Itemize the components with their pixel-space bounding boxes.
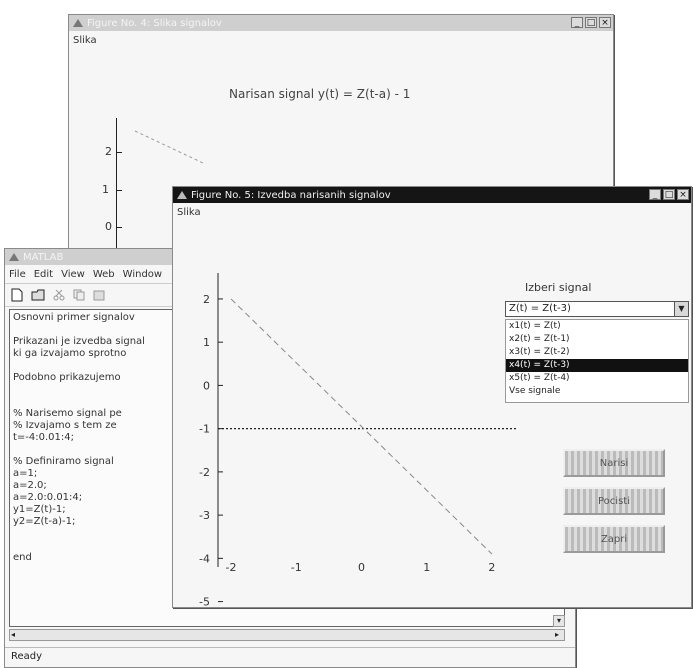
menu-window[interactable]: Window — [122, 268, 163, 280]
maximize-button[interactable]: □ — [663, 189, 675, 200]
figure4-ytick-label: 0 — [105, 220, 112, 233]
draw-button-label: Narisi — [599, 457, 629, 469]
matlab-menubar: File Edit View Web Window — [5, 267, 575, 281]
figure5-titlebar[interactable]: Figure No. 5: Izvedba narisanih signalov… — [173, 187, 691, 203]
figure4-ytick — [116, 190, 122, 191]
matlab-icon — [73, 19, 83, 27]
command-line: y1=Z(t)-1; — [13, 504, 66, 515]
matlab-icon — [177, 191, 187, 199]
figure4-title: Figure No. 4: Slika signalov — [87, 17, 222, 29]
figure5-menubar: Slika — [173, 205, 691, 219]
cut-icon[interactable] — [53, 289, 65, 301]
menu-slika[interactable]: Slika — [177, 206, 201, 218]
command-line: % Definiramo signal — [13, 456, 114, 467]
command-line: % Narisemo signal pe — [13, 408, 122, 419]
x-tick-label: 2 — [488, 561, 495, 574]
figure4-ytick — [116, 227, 122, 228]
horizontal-scrollbar[interactable]: ◂ ▸ — [9, 629, 565, 641]
command-line: a=1; — [13, 468, 38, 479]
signal-option[interactable]: x1(t) = Z(t) — [509, 321, 561, 331]
command-line: end — [13, 552, 32, 563]
signal-option[interactable]: x3(t) = Z(t-2) — [509, 347, 570, 357]
scroll-left-arrow[interactable]: ◂ — [11, 630, 16, 639]
y-tick-label: 0 — [203, 379, 210, 392]
figure5-plot: 2 1 0 -1 -2 -3 -4 -5 -2 -1 0 1 2 — [199, 273, 518, 607]
command-line: % Izvajamo s tem ze — [13, 420, 117, 431]
y-tick-label: -3 — [199, 509, 210, 522]
figure4-ytick-label: 1 — [102, 183, 109, 196]
close-button[interactable]: × — [677, 189, 689, 200]
clear-button[interactable]: Pocisti — [563, 487, 665, 515]
x-tick-label: -1 — [291, 561, 302, 574]
maximize-button[interactable]: □ — [585, 17, 597, 28]
command-line: Podobno prikazujemo — [13, 372, 121, 383]
figure4-signal-line — [134, 130, 204, 164]
signal-select[interactable]: Z(t) = Z(t-3) ▼ — [505, 301, 689, 317]
figure5-window: Figure No. 5: Izvedba narisanih signalov… — [172, 186, 692, 608]
scroll-right-arrow[interactable]: ▸ — [555, 630, 560, 639]
status-bar: Ready — [5, 647, 575, 666]
signal-select-value: Z(t) = Z(t-3) — [509, 303, 571, 314]
draw-button[interactable]: Narisi — [563, 449, 665, 477]
figure4-plot-title: Narisan signal y(t) = Z(t-a) - 1 — [229, 87, 411, 101]
menu-file[interactable]: File — [9, 268, 26, 280]
command-line: ki ga izvajamo sprotno — [13, 348, 127, 359]
y-tick-label: 1 — [203, 336, 210, 349]
y-tick-label: 2 — [203, 293, 210, 306]
paste-icon[interactable] — [93, 289, 105, 301]
signal-line — [230, 298, 493, 555]
menu-web[interactable]: Web — [92, 268, 115, 280]
close-button[interactable]: × — [599, 17, 611, 28]
figure4-ytick — [116, 152, 122, 153]
new-file-icon[interactable] — [11, 288, 23, 302]
signal-option[interactable]: Vse signale — [509, 386, 561, 396]
figure5-title: Figure No. 5: Izvedba narisanih signalov — [191, 189, 391, 201]
menu-slika[interactable]: Slika — [73, 34, 97, 46]
y-tick-label: -4 — [199, 552, 210, 565]
copy-icon[interactable] — [73, 289, 85, 301]
open-file-icon[interactable] — [31, 289, 45, 301]
x-tick-label: -2 — [226, 561, 237, 574]
command-line: a=2.0:0.01:4; — [13, 492, 83, 503]
command-line: Prikazani je izvedba signal — [13, 336, 145, 347]
clear-button-label: Pocisti — [598, 495, 630, 507]
command-line: t=-4:0.01:4; — [13, 432, 75, 443]
signal-options-list: x1(t) = Z(t) x2(t) = Z(t-1) x3(t) = Z(t-2)… — [505, 319, 689, 403]
matlab-title: MATLAB — [23, 251, 64, 263]
command-line: y2=Z(t-a)-1; — [13, 516, 76, 527]
command-line: a=2.0; — [13, 480, 47, 491]
signal-option[interactable]: x2(t) = Z(t-1) — [509, 334, 570, 344]
vertical-scroll-down[interactable]: ▾ — [553, 615, 565, 627]
x-tick-label: 0 — [358, 561, 365, 574]
matlab-icon — [9, 253, 19, 261]
menu-view[interactable]: View — [61, 268, 85, 280]
figure4-titlebar[interactable]: Figure No. 4: Slika signalov _ □ × — [69, 15, 613, 31]
figure4-y-axis — [116, 118, 117, 273]
signal-option[interactable]: x4(t) = Z(t-3) — [506, 359, 688, 372]
figure4-menubar: Slika — [69, 33, 613, 47]
menu-edit[interactable]: Edit — [33, 268, 54, 280]
close-figure-button[interactable]: Zapri — [563, 525, 665, 553]
x-tick-label: 1 — [423, 561, 430, 574]
signal-option[interactable]: x5(t) = Z(t-4) — [509, 373, 570, 383]
command-line: Osnovni primer signalov — [13, 312, 135, 323]
minimize-button[interactable]: _ — [649, 189, 661, 200]
y-tick-label: -2 — [199, 466, 210, 479]
figure4-ytick-label: 2 — [105, 145, 112, 158]
minimize-button[interactable]: _ — [571, 17, 583, 28]
select-label: Izberi signal — [525, 281, 592, 294]
y-tick-label: -5 — [199, 596, 210, 607]
chevron-down-icon[interactable]: ▼ — [674, 302, 688, 316]
y-tick-label: -1 — [199, 423, 210, 436]
status-text: Ready — [11, 651, 43, 662]
close-figure-button-label: Zapri — [600, 533, 628, 545]
